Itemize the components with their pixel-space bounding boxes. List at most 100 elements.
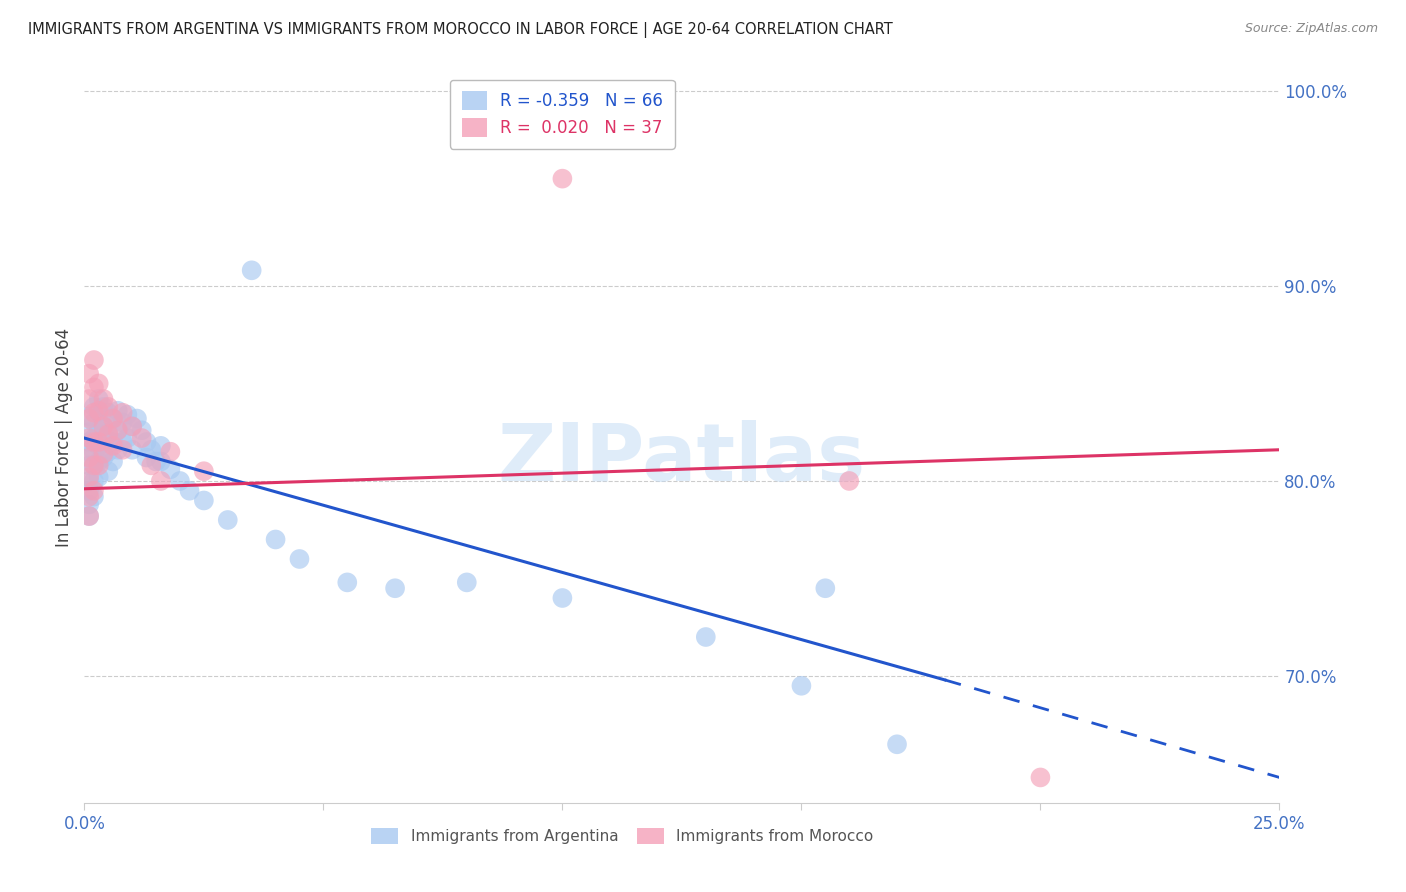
Point xyxy=(121,419,143,434)
Point xyxy=(93,400,115,414)
Point xyxy=(97,425,120,440)
Point xyxy=(87,376,110,391)
Point xyxy=(97,400,120,414)
Point xyxy=(77,431,100,445)
Point xyxy=(107,423,129,437)
Point xyxy=(77,470,100,484)
Point xyxy=(77,474,100,488)
Point xyxy=(159,444,181,458)
Point xyxy=(87,403,110,417)
Point xyxy=(97,464,120,478)
Point xyxy=(456,575,478,590)
Point xyxy=(83,400,105,414)
Point xyxy=(77,483,100,498)
Point xyxy=(149,454,172,468)
Point xyxy=(77,392,100,406)
Point xyxy=(1029,771,1052,785)
Point xyxy=(83,416,105,430)
Point xyxy=(101,434,124,449)
Point xyxy=(83,458,105,473)
Point xyxy=(93,392,115,406)
Point xyxy=(149,474,172,488)
Point xyxy=(179,483,201,498)
Point xyxy=(83,458,105,473)
Point xyxy=(93,447,115,461)
Point xyxy=(886,737,908,751)
Point xyxy=(117,408,139,422)
Point xyxy=(83,490,105,504)
Point xyxy=(193,493,215,508)
Point xyxy=(87,458,110,473)
Point xyxy=(125,411,148,425)
Point xyxy=(83,483,105,498)
Point xyxy=(97,427,120,442)
Point xyxy=(384,581,406,595)
Point xyxy=(83,474,105,488)
Point xyxy=(336,575,359,590)
Point xyxy=(101,411,124,425)
Point xyxy=(77,425,100,440)
Point xyxy=(77,450,100,465)
Point xyxy=(288,552,311,566)
Point xyxy=(77,509,100,524)
Point xyxy=(77,490,100,504)
Point xyxy=(101,439,124,453)
Point xyxy=(169,474,191,488)
Point xyxy=(695,630,717,644)
Point xyxy=(83,444,105,458)
Point xyxy=(159,462,181,476)
Point xyxy=(77,434,100,449)
Point xyxy=(87,434,110,449)
Point xyxy=(87,439,110,453)
Point xyxy=(77,367,100,381)
Point xyxy=(77,509,100,524)
Y-axis label: In Labor Force | Age 20-64: In Labor Force | Age 20-64 xyxy=(55,327,73,547)
Text: Source: ZipAtlas.com: Source: ZipAtlas.com xyxy=(1244,22,1378,36)
Point xyxy=(87,406,110,420)
Point xyxy=(77,444,100,458)
Point xyxy=(101,411,124,425)
Point xyxy=(111,406,134,420)
Point xyxy=(131,431,153,445)
Point xyxy=(97,406,120,420)
Point xyxy=(121,442,143,457)
Point xyxy=(790,679,813,693)
Point xyxy=(77,411,100,425)
Point xyxy=(117,431,139,445)
Point xyxy=(111,416,134,430)
Point xyxy=(87,470,110,484)
Point xyxy=(83,406,105,420)
Point xyxy=(838,474,860,488)
Point xyxy=(77,409,100,424)
Point xyxy=(93,419,115,434)
Point xyxy=(814,581,837,595)
Point xyxy=(111,442,134,457)
Point xyxy=(101,454,124,468)
Point xyxy=(141,442,163,457)
Point xyxy=(83,353,105,368)
Point xyxy=(149,439,172,453)
Point xyxy=(77,458,100,473)
Point xyxy=(97,444,120,458)
Point xyxy=(551,171,574,186)
Legend: Immigrants from Argentina, Immigrants from Morocco: Immigrants from Argentina, Immigrants fr… xyxy=(364,822,880,850)
Point xyxy=(135,434,157,449)
Point xyxy=(264,533,287,547)
Point xyxy=(240,263,263,277)
Point xyxy=(87,454,110,468)
Point xyxy=(77,497,100,511)
Point xyxy=(87,423,110,437)
Point xyxy=(551,591,574,605)
Point xyxy=(121,419,143,434)
Point xyxy=(93,434,115,449)
Point xyxy=(135,450,157,465)
Point xyxy=(111,434,134,449)
Point xyxy=(145,454,167,468)
Point xyxy=(107,423,129,437)
Point xyxy=(141,458,163,473)
Point xyxy=(131,423,153,437)
Point xyxy=(83,431,105,445)
Point xyxy=(107,403,129,417)
Point xyxy=(107,442,129,457)
Point xyxy=(87,392,110,406)
